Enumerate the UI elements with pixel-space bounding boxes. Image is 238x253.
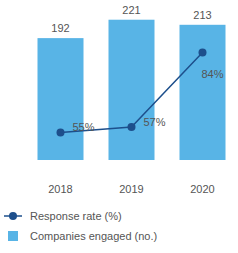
x-tick-label: 2019 — [119, 183, 143, 195]
legend: Response rate (%) Companies engaged (no.) — [4, 210, 157, 242]
line-point — [57, 128, 65, 136]
x-tick-label: 2018 — [48, 183, 72, 195]
data-label: 213 — [193, 9, 211, 21]
legend-label: Companies engaged (no.) — [30, 230, 157, 242]
x-tick-label: 2020 — [190, 183, 214, 195]
legend-marker — [9, 212, 17, 220]
bar — [109, 20, 155, 160]
data-label: 192 — [51, 22, 69, 34]
data-label: 55% — [73, 121, 95, 133]
chart-root: 192 221 213 55% 57% 84% 2018 2019 2020 Response r… — [0, 0, 238, 253]
plot-marks — [38, 20, 226, 160]
data-label: 84% — [201, 68, 223, 80]
line-point — [199, 49, 207, 57]
bar — [180, 25, 226, 160]
data-label: 221 — [122, 4, 140, 16]
bar — [38, 38, 84, 160]
line-point — [128, 123, 136, 131]
data-label: 57% — [144, 116, 166, 128]
legend-swatch — [8, 231, 18, 241]
labels: 192 221 213 55% 57% 84% 2018 2019 2020 — [48, 4, 223, 195]
legend-label: Response rate (%) — [30, 210, 122, 222]
chart-svg: 192 221 213 55% 57% 84% 2018 2019 2020 Response r… — [0, 0, 238, 253]
